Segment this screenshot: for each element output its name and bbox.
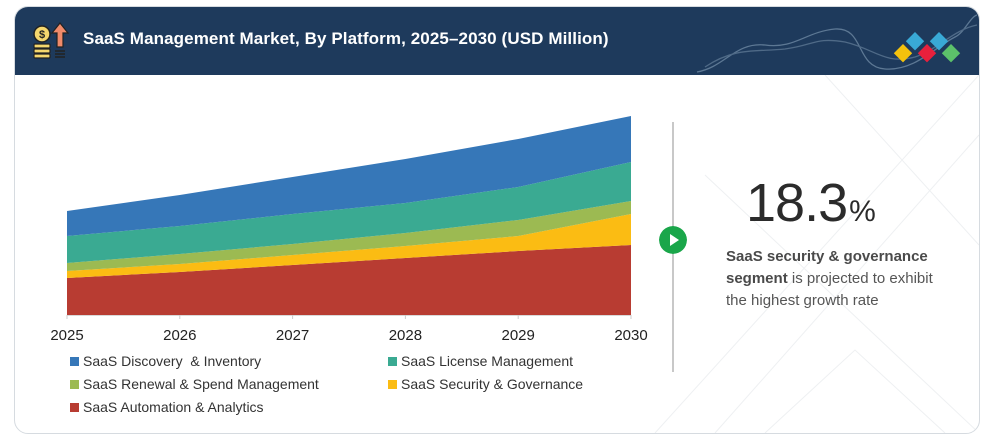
header-wave-decoration [696, 14, 978, 73]
area-series-saas-discovery-inventory [67, 116, 631, 236]
area-series-saas-security-governance [67, 214, 631, 278]
svg-text:$: $ [39, 29, 45, 41]
x-tick-label: 2030 [614, 327, 648, 344]
legend-item: SaaS Security & Governance [388, 376, 583, 392]
header-bar: $ SaaS Management Market, By Platform, 2… [15, 7, 979, 75]
logo-diamond-blue-1 [905, 32, 925, 51]
legend-item: SaaS Discovery & Inventory [70, 353, 261, 369]
growth-rate-description: SaaS security & governance segment is pr… [726, 246, 956, 312]
logo-diamond-yellow [893, 44, 913, 63]
logo-diamond-red [917, 44, 937, 63]
legend-label: SaaS Discovery & Inventory [83, 353, 262, 369]
x-tick-label: 2029 [501, 327, 535, 344]
legend-item: SaaS Automation & Analytics [70, 399, 264, 415]
description-text: is projected to exhibit the highest grow… [726, 270, 933, 309]
area-series-saas-automation-analytics [67, 245, 631, 315]
x-tick-label: 2026 [163, 327, 197, 344]
legend-label: SaaS Automation & Analytics [83, 399, 264, 415]
cagr-number: 18.3 [746, 173, 848, 233]
legend-item: SaaS Renewal & Spend Management [70, 376, 319, 392]
growth-rate-value: 18.3% [746, 172, 876, 234]
legend-swatch [70, 402, 79, 412]
coins-growth-icon: $ [33, 22, 70, 59]
legend-swatch [388, 356, 397, 366]
area-series-saas-license-management [67, 162, 631, 263]
description-bold: SaaS security & governance segment [726, 248, 928, 287]
legend-swatch [388, 379, 397, 389]
legend-swatch [70, 356, 79, 366]
brand-logo [893, 32, 961, 63]
legend-label: SaaS Renewal & Spend Management [83, 376, 319, 392]
legend-label: SaaS Security & Governance [401, 376, 584, 392]
x-tick-label: 2027 [275, 327, 310, 344]
legend-item: SaaS License Management [388, 353, 573, 369]
x-tick-label: 2025 [50, 327, 84, 344]
chart-title: SaaS Management Market, By Platform, 202… [83, 29, 609, 48]
logo-diamond-green [941, 44, 961, 63]
background-decoration [654, 75, 979, 433]
play-icon[interactable] [659, 226, 687, 254]
x-tick-label: 2028 [388, 327, 423, 344]
area-series-saas-renewal-spend-management [67, 201, 631, 271]
legend-swatch [70, 379, 79, 389]
logo-diamond-blue-2 [929, 32, 949, 51]
legend-label: SaaS License Management [401, 353, 573, 369]
cagr-unit: % [849, 195, 876, 228]
